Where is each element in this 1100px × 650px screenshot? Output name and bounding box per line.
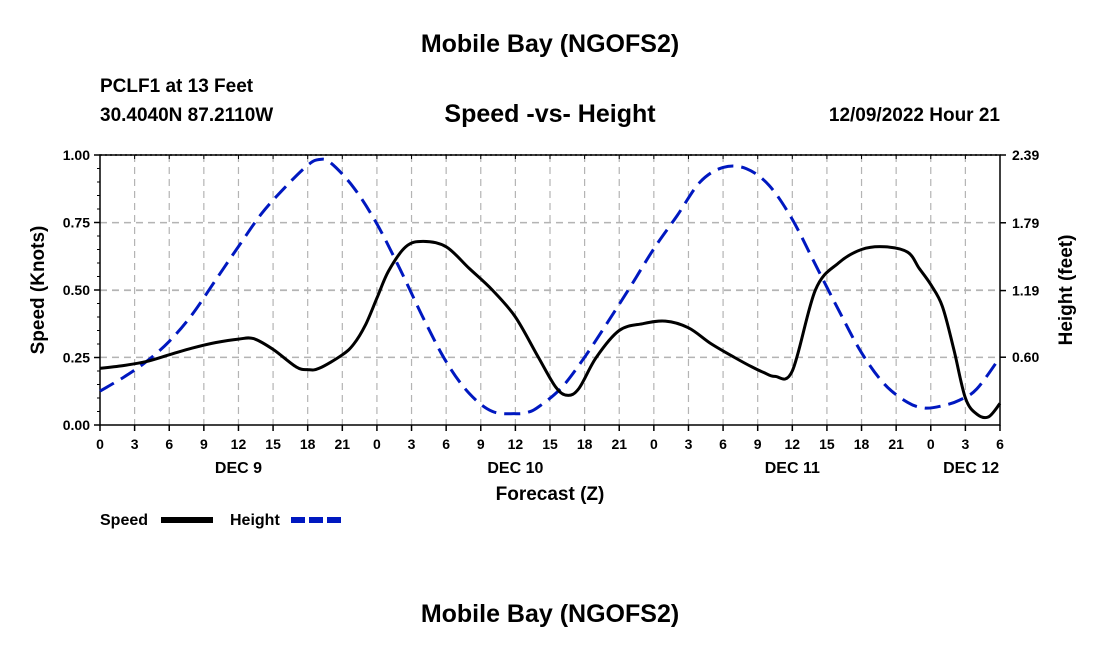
left-y-tick-label: 0.50 xyxy=(63,282,90,298)
x-tick-label: 3 xyxy=(408,436,416,452)
x-tick-label: 9 xyxy=(754,436,762,452)
x-tick-label: 9 xyxy=(200,436,208,452)
x-tick-label: 0 xyxy=(650,436,658,452)
right-y-tick-label: 1.79 xyxy=(1012,215,1039,231)
x-tick-label: 9 xyxy=(477,436,485,452)
left-y-tick-label: 0.75 xyxy=(63,215,90,231)
x-tick-label: 21 xyxy=(611,436,627,452)
axis-ticks xyxy=(94,154,1006,431)
x-tick-label: 3 xyxy=(131,436,139,452)
forecast-timestamp: 12/09/2022 Hour 21 xyxy=(828,105,1000,126)
right-y-tick-label: 0.60 xyxy=(1012,349,1039,365)
left-y-tick-label: 0.00 xyxy=(63,417,90,433)
day-label: DEC 12 xyxy=(943,460,999,477)
day-label: DEC 11 xyxy=(765,460,820,477)
x-tick-label: 3 xyxy=(961,436,969,452)
legend-label-speed: Speed xyxy=(100,512,148,529)
x-tick-label: 12 xyxy=(231,436,247,452)
x-tick-label: 6 xyxy=(719,436,727,452)
x-tick-label: 15 xyxy=(542,436,558,452)
right-y-tick-label: 1.19 xyxy=(1012,283,1039,299)
series xyxy=(99,157,1002,420)
x-tick-label: 18 xyxy=(577,436,593,452)
x-tick-label: 12 xyxy=(785,436,801,452)
legend-label-height: Height xyxy=(230,512,280,529)
x-tick-label: 3 xyxy=(685,436,693,452)
day-label: DEC 9 xyxy=(215,460,262,477)
bottom-title: Mobile Bay (NGOFS2) xyxy=(420,600,680,628)
x-tick-label: 18 xyxy=(300,436,316,452)
chart-subtitle: Speed -vs- Height xyxy=(444,100,656,128)
x-tick-label: 6 xyxy=(442,436,450,452)
series-line-height xyxy=(99,157,1002,416)
x-tick-label: 21 xyxy=(335,436,351,452)
axis-labels: 0 3 6 9 12 15 18 21 0 3 6 9 12 15 18 21 0 3 6 9 12 15 18 21 0 3 6 0… xyxy=(28,147,1077,505)
day-label: DEC 10 xyxy=(487,460,543,477)
x-tick-label: 15 xyxy=(819,436,835,452)
page-title: Mobile Bay (NGOFS2) xyxy=(420,30,680,58)
left-axis-title: Speed (Knots) xyxy=(28,226,49,355)
right-axis-title: Height (feet) xyxy=(1056,235,1077,346)
grid xyxy=(100,154,1000,425)
series-line-speed xyxy=(99,239,1002,420)
x-axis-title: Forecast (Z) xyxy=(496,484,605,505)
x-tick-label: 6 xyxy=(165,436,173,452)
x-tick-label: 12 xyxy=(508,436,524,452)
x-tick-label: 0 xyxy=(373,436,381,452)
x-tick-label: 15 xyxy=(265,436,281,452)
x-tick-label: 0 xyxy=(96,436,104,452)
legend: Speed Height xyxy=(100,512,343,529)
x-tick-label: 21 xyxy=(888,436,904,452)
x-tick-label: 18 xyxy=(854,436,870,452)
left-y-tick-label: 1.00 xyxy=(63,147,90,163)
x-tick-label: 0 xyxy=(927,436,935,452)
station-label: PCLF1 at 13 Feet xyxy=(100,76,254,97)
x-tick-label: 6 xyxy=(996,436,1004,452)
station-coordinates: 30.4040N 87.2110W xyxy=(100,105,274,126)
left-y-tick-label: 0.25 xyxy=(63,350,90,366)
right-y-tick-label: 2.39 xyxy=(1012,147,1039,163)
